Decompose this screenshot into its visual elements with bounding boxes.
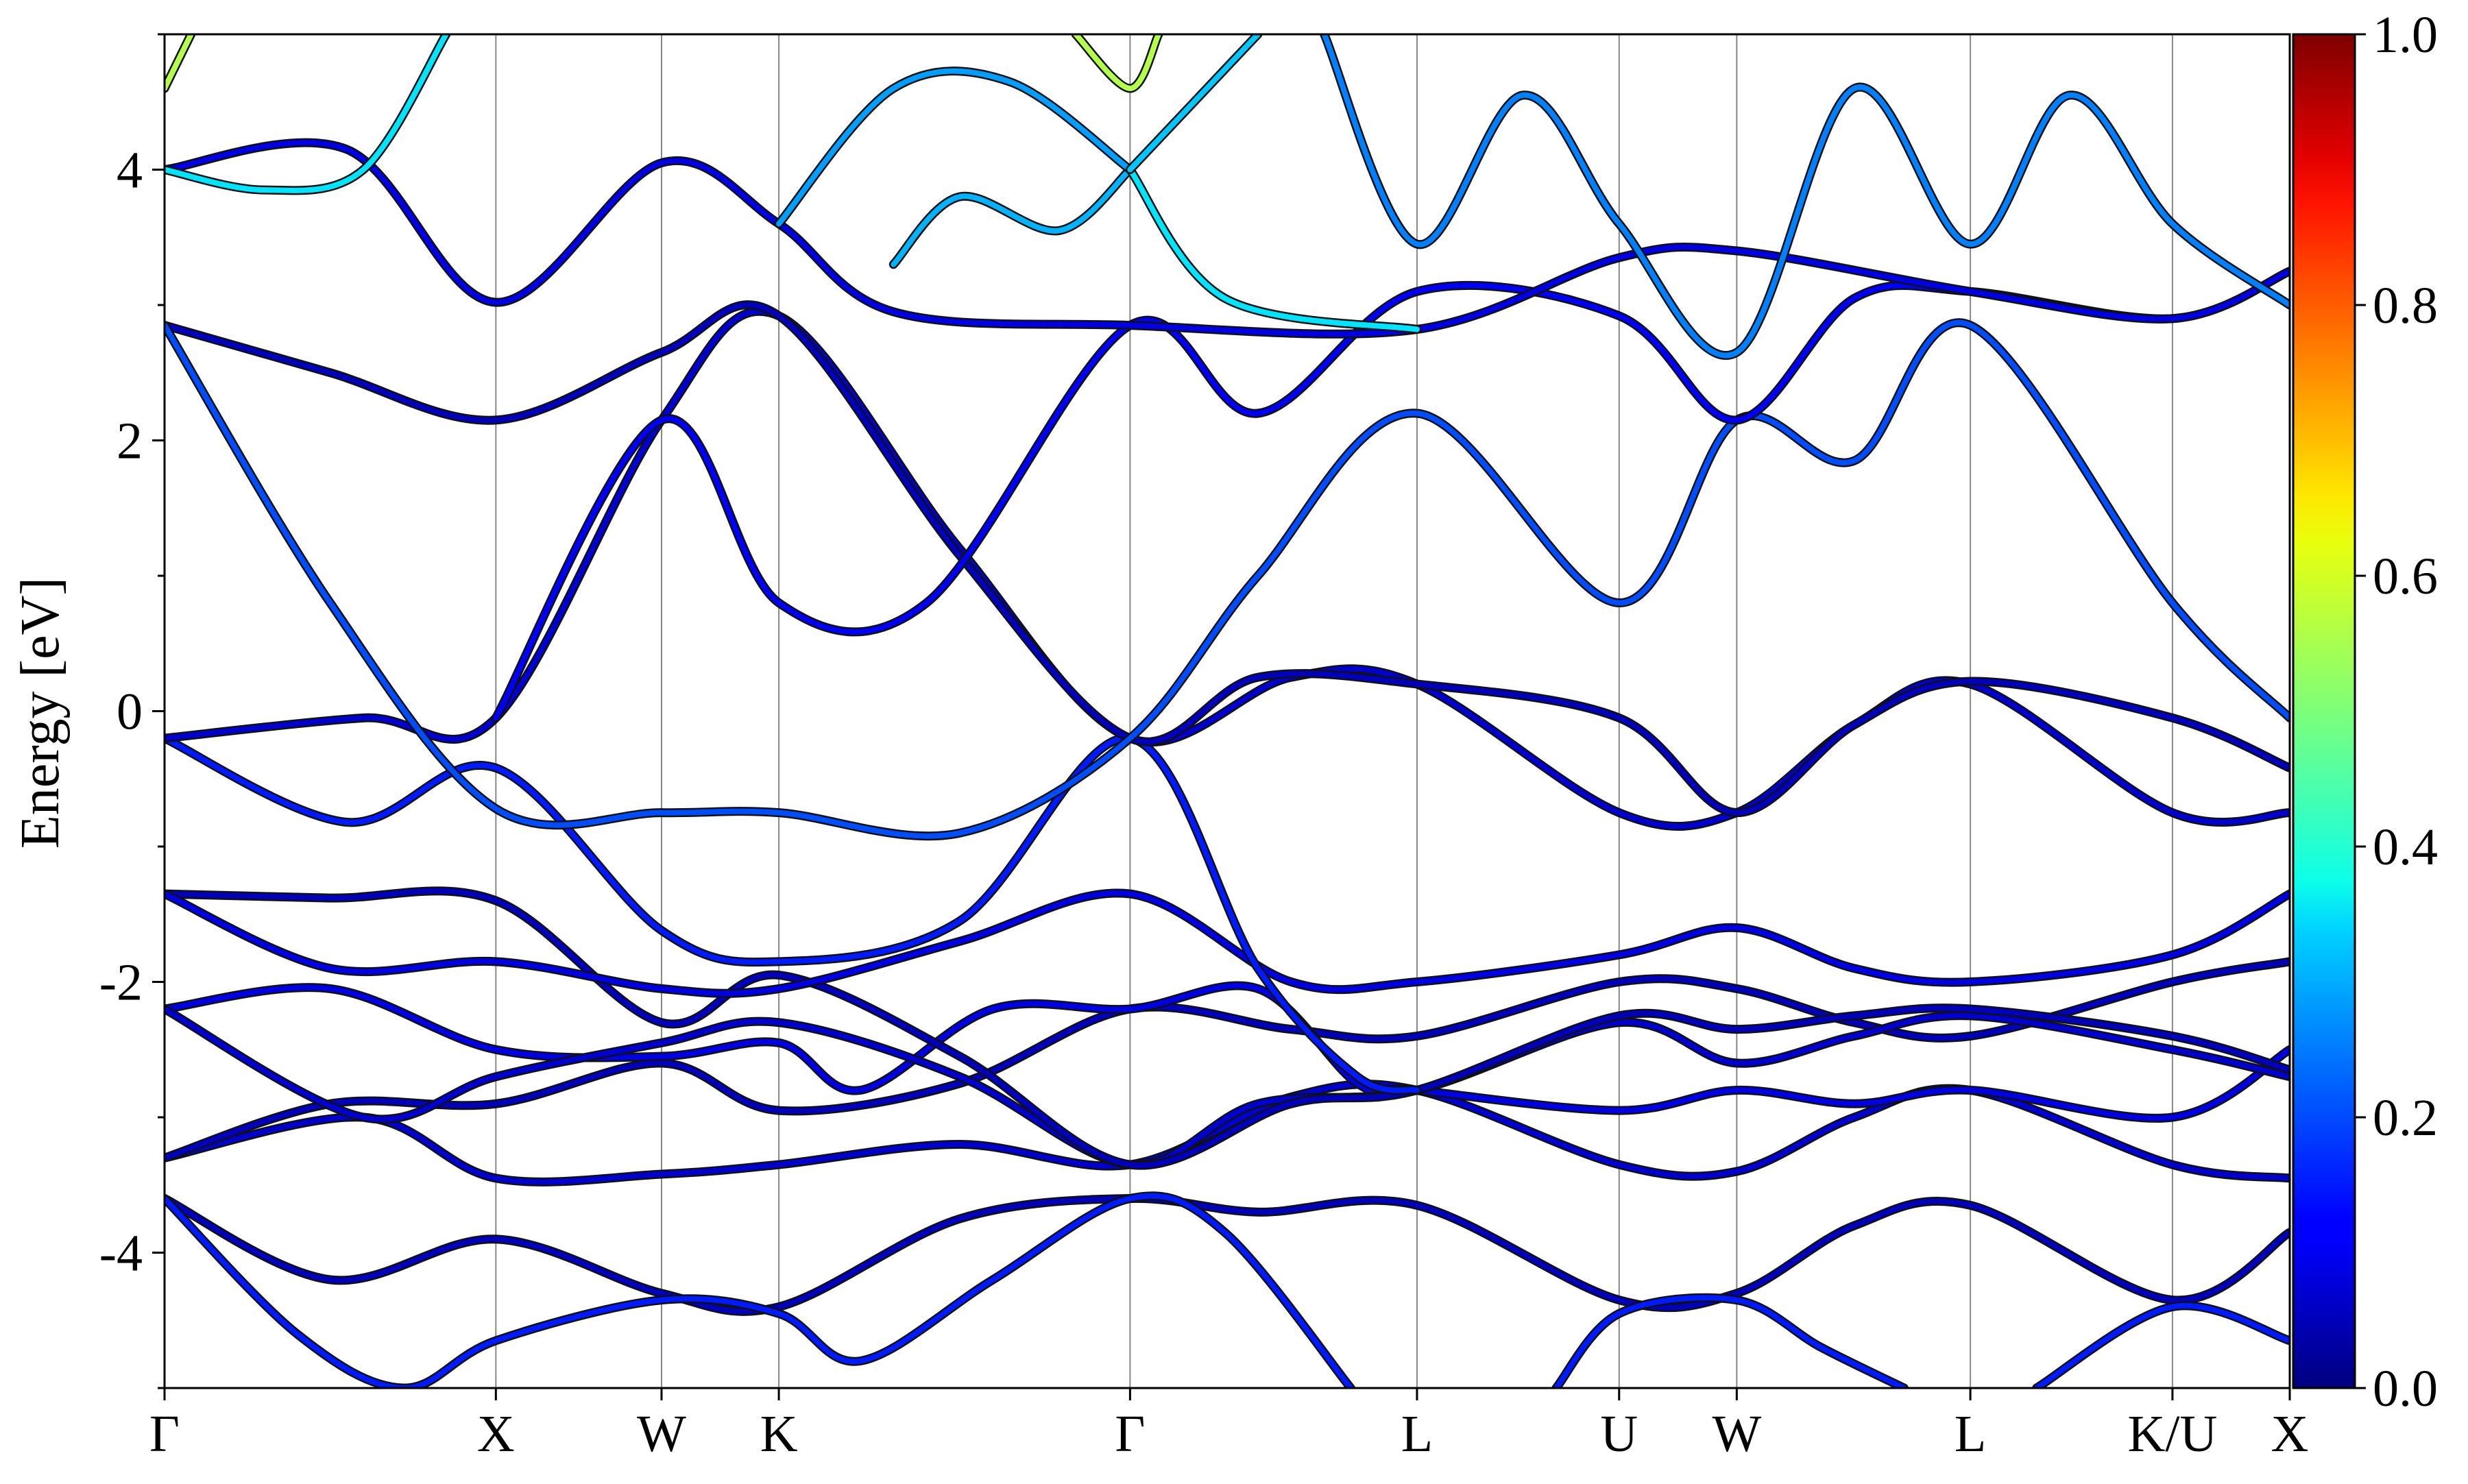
band-line (891, 167, 1133, 267)
band-line (165, 302, 2290, 816)
band-line (165, 34, 449, 193)
band-line (165, 735, 1420, 1093)
x-tick-label: Γ (149, 1405, 180, 1463)
y-axis: -4 -2 0 2 4 (99, 33, 165, 1389)
x-tick-label: L (1401, 1405, 1433, 1463)
band-line (165, 1193, 1354, 1388)
band-line (776, 68, 1133, 227)
x-tick-label: L (1955, 1405, 1986, 1463)
x-tick-label: W (1712, 1405, 1761, 1463)
high-symmetry-gridlines (495, 34, 2173, 1388)
y-tick-label: -4 (99, 1225, 143, 1282)
x-tick-label: X (2271, 1405, 2309, 1463)
x-tick-label: U (1600, 1405, 1638, 1463)
band-line (493, 268, 2290, 721)
x-axis: Γ X W K Γ L U W L K/U X (149, 1388, 2308, 1463)
band-line (1073, 34, 1161, 91)
band-line (165, 888, 2290, 1169)
y-axis-title: Energy [eV] (10, 577, 71, 849)
colorbar-tick-label: 0.8 (2373, 277, 2438, 334)
y-tick-label: 0 (117, 683, 143, 741)
x-tick-label: X (477, 1405, 515, 1463)
band-line (1125, 165, 1422, 334)
colorbar-ticks: 0.0 0.2 0.4 0.6 0.8 1.0 (2355, 6, 2438, 1418)
band-line (2032, 1301, 2290, 1388)
colorbar (2292, 33, 2356, 1389)
band-series (165, 34, 2290, 1388)
band-line (2033, 1302, 2290, 1388)
band-line (1127, 34, 1261, 173)
band-line (491, 267, 2290, 722)
colorbar-tick-label: 0.4 (2373, 818, 2438, 876)
band-line (165, 1191, 1355, 1388)
colorbar-tick-label: 1.0 (2373, 6, 2438, 64)
y-tick-label: 4 (117, 142, 143, 199)
band-line (165, 1006, 2290, 1168)
band-line (165, 958, 2290, 1161)
colorbar-tick-label: 0.0 (2373, 1360, 2438, 1418)
band-line (1551, 1293, 1909, 1388)
band-line (165, 1195, 2290, 1315)
x-tick-label: W (637, 1405, 686, 1463)
band-line (165, 34, 194, 91)
y-tick-label: -2 (99, 954, 143, 1012)
x-tick-label: K/U (2127, 1405, 2217, 1463)
band-line (1553, 1295, 1907, 1388)
band-line (1320, 34, 2290, 360)
colorbar-tick-label: 0.6 (2373, 548, 2438, 605)
band-line (165, 320, 2290, 839)
band-line (1321, 34, 2290, 358)
band-line (165, 140, 2290, 337)
y-tick-label: 2 (117, 413, 143, 470)
colorbar-tick-label: 0.2 (2373, 1089, 2438, 1147)
x-tick-label: Γ (1115, 1405, 1145, 1463)
x-tick-label: K (760, 1405, 798, 1463)
band-line (1127, 167, 1420, 332)
band-line (165, 890, 2290, 997)
